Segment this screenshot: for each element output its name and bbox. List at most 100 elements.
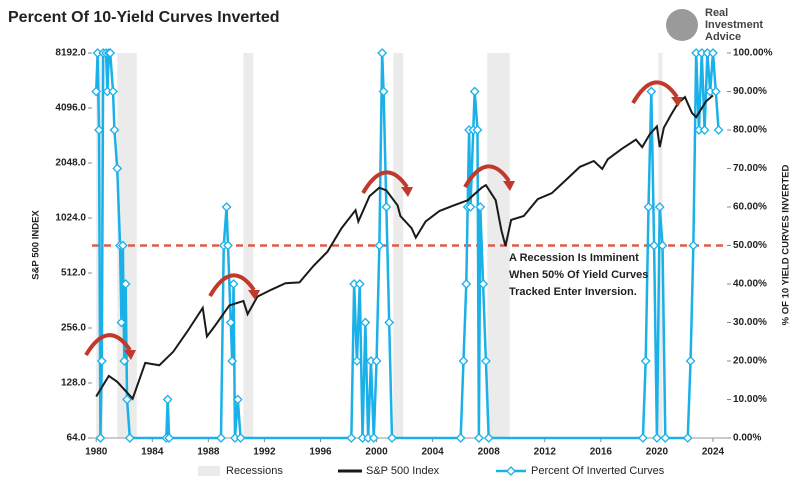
point-marker [643, 202, 654, 212]
y-axis-label: S&P 500 INDEX [31, 210, 42, 280]
y-tick-label: 8192.0 [55, 48, 86, 59]
point-marker [119, 356, 130, 366]
logo-icon [666, 9, 698, 41]
point-marker [96, 356, 107, 366]
point-marker [688, 240, 699, 251]
point-marker [117, 240, 128, 251]
annotation: A Recession Is Imminent When 50% Of Yiel… [509, 252, 648, 298]
point-marker [164, 433, 175, 443]
y2-tick-label: 90.00% [733, 86, 767, 97]
point-marker [109, 125, 120, 135]
y-tick-label: 1024.0 [55, 213, 86, 224]
x-tick-label: 1988 [197, 447, 220, 458]
y2-tick-label: 30.00% [733, 317, 767, 328]
point-marker [95, 433, 106, 443]
x-tick-label: 1996 [309, 447, 332, 458]
point-marker [682, 433, 693, 443]
logo-line: Investment [705, 19, 763, 31]
point-marker [225, 317, 236, 328]
point-marker [685, 356, 696, 366]
point-marker [660, 433, 671, 443]
y-tick-label: 64.0 [67, 433, 87, 444]
arrow-head [671, 97, 683, 107]
point-marker [387, 433, 397, 443]
y2-tick-label: 10.00% [733, 394, 767, 405]
point-marker [108, 86, 118, 97]
point-marker [654, 202, 665, 212]
point-marker [122, 394, 132, 405]
y2-tick-label: 20.00% [733, 356, 767, 367]
point-marker [112, 163, 123, 174]
y2-tick-label: 100.00% [733, 48, 773, 59]
point-marker [649, 240, 660, 251]
point-marker [162, 394, 173, 405]
y2-tick-label: 60.00% [733, 202, 767, 213]
series-line [95, 94, 714, 401]
point-marker [651, 433, 662, 443]
point-marker [646, 86, 657, 97]
point-marker [710, 86, 721, 97]
y2-tick-label: 40.00% [733, 279, 767, 290]
logo-line: Advice [705, 31, 741, 43]
point-marker [480, 356, 491, 366]
point-marker [346, 433, 357, 443]
y2-tick-label: 80.00% [733, 125, 767, 136]
logo-line: Real [705, 7, 728, 19]
arc-arrow [463, 164, 511, 189]
x-tick-label: 2016 [590, 447, 613, 458]
x-tick-label: 2000 [365, 447, 388, 458]
y-tick-label: 512.0 [61, 268, 86, 279]
annotation-line: A Recession Is Imminent [509, 252, 639, 264]
y2-tick-label: 70.00% [733, 163, 767, 174]
point-marker [124, 433, 135, 443]
annotation-line: Tracked Enter Inversion. [509, 286, 637, 298]
logo: Real Investment Advice [666, 7, 763, 43]
point-marker [354, 279, 365, 289]
point-marker [475, 202, 486, 212]
point-marker [637, 433, 648, 443]
point-marker [221, 202, 232, 212]
arrows [84, 80, 679, 357]
point-marker [657, 240, 668, 251]
point-marker [116, 317, 127, 328]
point-marker [378, 86, 389, 97]
x-tick-label: 2020 [646, 447, 669, 458]
point-marker [374, 240, 385, 251]
point-marker [473, 433, 484, 443]
point-marker [384, 317, 395, 328]
arrow-head [401, 187, 413, 197]
plot: 64.0 128.0 256.0 512.0 1024.0 2048.0 4096.0 819… [55, 48, 772, 458]
point-marker [235, 433, 246, 443]
x-tick-label: 1992 [253, 447, 276, 458]
legend: Recessions S&P 500 Index Percent Of Invert… [198, 465, 665, 477]
point-marker [461, 279, 472, 289]
point-marker [465, 202, 476, 212]
point-marker [458, 356, 469, 366]
point-marker [91, 86, 102, 97]
point-marker [105, 48, 116, 58]
x-tick-label: 2004 [422, 447, 445, 458]
annotation-line: When 50% Of Yield Curves [509, 269, 648, 281]
y-tick-label: 2048.0 [55, 158, 86, 169]
point-marker [120, 279, 131, 289]
arc-arrow [208, 273, 256, 298]
point-marker [472, 125, 483, 135]
x-tick-label: 1980 [85, 447, 108, 458]
point-marker [228, 279, 239, 289]
point-marker [455, 433, 466, 443]
chart-title: Percent Of 10-Yield Curves Inverted [8, 9, 280, 26]
point-marker [377, 48, 388, 58]
arc-arrow [84, 333, 132, 357]
point-marker [469, 86, 480, 97]
legend-label: S&P 500 Index [366, 465, 440, 477]
point-marker [368, 433, 379, 443]
point-marker [713, 125, 724, 135]
y-tick-label: 4096.0 [55, 103, 86, 114]
legend-swatch [198, 466, 220, 476]
arrow-head [124, 350, 136, 360]
point-marker [478, 279, 489, 289]
y2-axis-label: % OF 10 YIELD CURVES INVERTED [781, 165, 792, 326]
point-marker [381, 202, 392, 212]
arrow-head [503, 181, 515, 191]
